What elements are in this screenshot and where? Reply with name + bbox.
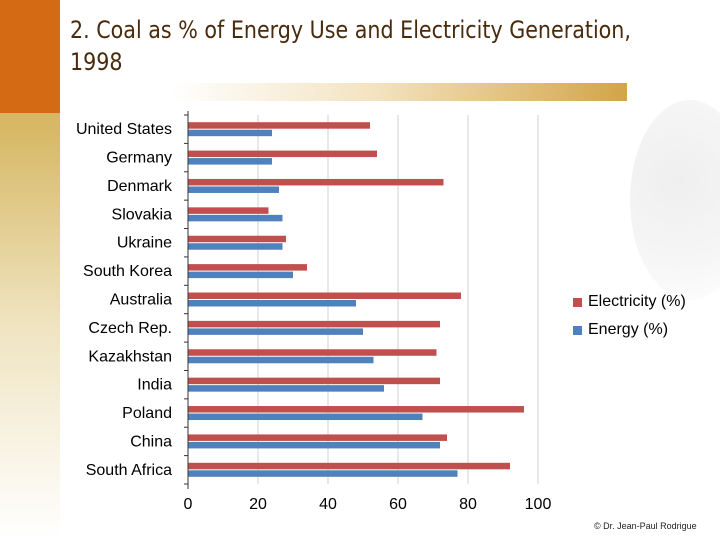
bar bbox=[188, 235, 286, 243]
bar bbox=[188, 300, 356, 307]
credit-text: © Dr. Jean-Paul Rodrigue bbox=[594, 521, 697, 531]
category-label: South Africa bbox=[86, 462, 172, 479]
category-label: Slovakia bbox=[112, 206, 173, 223]
bar bbox=[188, 207, 269, 214]
legend-label-electricity: Electricity (%) bbox=[588, 293, 686, 310]
category-label: Poland bbox=[122, 405, 172, 422]
bar bbox=[188, 264, 307, 271]
bar bbox=[188, 356, 374, 364]
category-label: Kazakhstan bbox=[88, 348, 172, 365]
bar bbox=[188, 349, 437, 356]
bar bbox=[188, 271, 293, 279]
legend-label-energy: Energy (%) bbox=[588, 321, 669, 338]
bar bbox=[188, 328, 363, 335]
bar bbox=[188, 158, 272, 165]
title-underline-rule bbox=[170, 83, 627, 101]
bar bbox=[188, 214, 283, 222]
bar bbox=[188, 470, 458, 477]
category-label: South Korea bbox=[83, 263, 172, 280]
x-tick-label: 40 bbox=[319, 496, 337, 513]
bar bbox=[188, 178, 444, 186]
x-tick-label: 80 bbox=[459, 496, 477, 513]
category-label: Czech Rep. bbox=[88, 320, 172, 337]
x-tick-label: 100 bbox=[525, 496, 552, 513]
slide-title: 2. Coal as % of Energy Use and Electrici… bbox=[70, 16, 631, 76]
bar bbox=[188, 122, 370, 129]
bar bbox=[188, 320, 440, 328]
x-tick-label: 0 bbox=[184, 496, 193, 513]
bar bbox=[188, 441, 440, 449]
x-tick-label: 20 bbox=[249, 496, 267, 513]
category-label: Ukraine bbox=[117, 235, 172, 252]
bar bbox=[188, 413, 423, 421]
side-accent-block bbox=[0, 0, 60, 113]
x-tick-label: 60 bbox=[389, 496, 407, 513]
bar bbox=[188, 406, 524, 413]
bar bbox=[188, 150, 377, 158]
legend-item-electricity: Electricity (%) bbox=[573, 288, 686, 316]
chart-legend: Electricity (%) Energy (%) bbox=[573, 288, 686, 344]
category-label: Australia bbox=[110, 292, 172, 309]
category-label: China bbox=[130, 433, 172, 450]
legend-item-energy: Energy (%) bbox=[573, 316, 686, 344]
category-label: Denmark bbox=[107, 178, 173, 195]
category-label: Germany bbox=[106, 150, 172, 167]
bar bbox=[188, 129, 272, 137]
globe-watermark bbox=[630, 100, 720, 300]
category-label: India bbox=[137, 377, 172, 394]
title-band bbox=[60, 0, 720, 82]
category-label: United States bbox=[76, 121, 172, 138]
bar bbox=[188, 292, 461, 299]
bar bbox=[188, 434, 447, 441]
legend-swatch-energy bbox=[573, 325, 582, 335]
bar bbox=[188, 385, 384, 392]
bar bbox=[188, 243, 283, 250]
bar bbox=[188, 186, 279, 193]
bar bbox=[188, 377, 440, 385]
bar bbox=[188, 462, 510, 470]
legend-swatch-electricity bbox=[573, 297, 582, 307]
